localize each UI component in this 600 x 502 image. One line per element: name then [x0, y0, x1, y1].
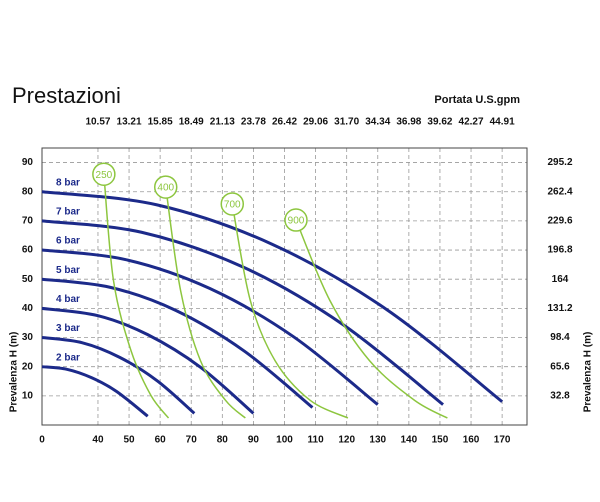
series-line — [41, 306, 255, 415]
x-tick-label: 100 — [276, 435, 293, 446]
y-tick-label: 40 — [22, 303, 34, 314]
x-tick-label: 140 — [401, 435, 418, 446]
x-tick-label: 40 — [92, 435, 104, 446]
series-label: 6 bar — [56, 236, 80, 247]
series-label: 5 bar — [56, 265, 80, 276]
x-tick-label: 120 — [338, 435, 355, 446]
y2-tick-label: 164 — [552, 274, 569, 285]
series-line — [41, 248, 379, 406]
y2-axis-label: Prevalenza H (m) — [583, 332, 594, 413]
x2-tick-label: 36.98 — [396, 117, 421, 128]
y-tick-label: 90 — [22, 157, 34, 168]
x-tick-label: 150 — [432, 435, 449, 446]
x2-tick-label: 44.91 — [490, 117, 515, 128]
x2-tick-label: 39.62 — [427, 117, 452, 128]
series-label: 700 — [224, 200, 241, 211]
x-tick-label: 170 — [494, 435, 511, 446]
x2-tick-label: 21.13 — [210, 117, 235, 128]
y-tick-label: 60 — [22, 245, 34, 256]
y-tick-label: 10 — [22, 390, 34, 401]
series-marker — [153, 175, 178, 199]
y2-tick-label: 131.2 — [547, 303, 572, 314]
x2-tick-label: 29.06 — [303, 117, 328, 128]
y-axis-label: Prevalenza H (m) — [9, 332, 20, 413]
series-line — [41, 190, 504, 403]
x-tick-label: 50 — [123, 435, 135, 446]
y2-tick-label: 98.4 — [550, 332, 570, 343]
y-tick-label: 70 — [22, 216, 34, 227]
x-tick-label: 70 — [186, 435, 198, 446]
x-tick-label: 110 — [308, 435, 325, 446]
y2-tick-label: 229.6 — [547, 216, 572, 227]
series-line — [295, 219, 448, 419]
plot-frame — [41, 147, 528, 426]
series-label: 7 bar — [56, 207, 80, 218]
x2-tick-label: 15.85 — [148, 117, 173, 128]
y2-tick-label: 65.6 — [550, 361, 570, 372]
y2-tick-label: 295.2 — [547, 157, 572, 168]
series-line — [41, 365, 149, 418]
x2-tick-label: 18.49 — [179, 117, 204, 128]
y-tick-label: 80 — [22, 186, 34, 197]
y-tick-label: 30 — [22, 332, 34, 343]
x-tick-label: 130 — [369, 435, 386, 446]
y-tick-label: 20 — [22, 361, 34, 372]
origin-label: 0 — [39, 435, 45, 446]
x2-tick-label: 13.21 — [117, 117, 142, 128]
y2-tick-label: 196.8 — [547, 245, 572, 256]
series-line — [103, 174, 170, 419]
x-tick-label: 90 — [248, 435, 260, 446]
x-tick-label: 60 — [155, 435, 167, 446]
series-marker — [220, 192, 245, 216]
series-label: 3 bar — [56, 323, 80, 334]
x2-tick-label: 26.42 — [272, 117, 297, 128]
series-label: 4 bar — [56, 294, 80, 305]
series-label: 900 — [288, 216, 305, 227]
series-line — [164, 186, 246, 419]
x-tick-label: 80 — [217, 435, 229, 446]
series-line — [41, 277, 314, 409]
series-line — [231, 203, 349, 419]
x2-tick-label: 23.78 — [241, 117, 266, 128]
series-label: 400 — [157, 183, 174, 194]
y2-tick-label: 262.4 — [547, 186, 572, 197]
x2-tick-label: 34.34 — [365, 117, 390, 128]
series-label: 2 bar — [56, 352, 80, 363]
series-marker — [92, 162, 116, 186]
y-tick-label: 50 — [22, 274, 34, 285]
chart-title: Prestazioni — [12, 83, 121, 108]
x-tick-label: 160 — [463, 435, 480, 446]
series-line — [41, 336, 196, 415]
series-marker — [284, 208, 308, 232]
x2-tick-label: 42.27 — [459, 117, 484, 128]
y2-tick-label: 32.8 — [550, 390, 570, 401]
x2-tick-label: 10.57 — [85, 117, 110, 128]
series-label: 8 bar — [56, 177, 80, 188]
x2-tick-label: 31.70 — [334, 117, 359, 128]
series-label: 250 — [96, 170, 113, 181]
x2-axis-label: Portata U.S.gpm — [434, 94, 520, 106]
series-line — [41, 219, 444, 406]
